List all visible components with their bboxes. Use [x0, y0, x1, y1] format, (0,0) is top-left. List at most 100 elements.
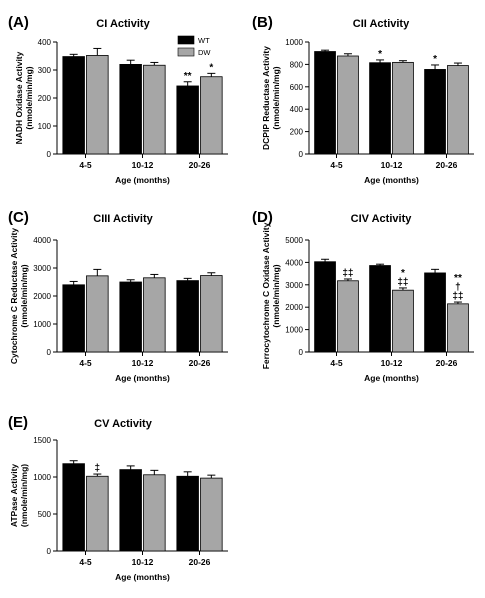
bar-wt: [119, 281, 142, 353]
bar-dw: [86, 55, 109, 155]
bar-dw: [392, 61, 414, 155]
legend-swatch-dw: [177, 47, 195, 57]
y-axis-label: (nmole/min/mg): [271, 66, 281, 129]
x-tick-label: 10-12: [381, 160, 403, 170]
y-tick-label: 1000: [285, 326, 303, 335]
chart-panel-5: (E) CV Activity 0 500 1000 1500 ATPase Activit…: [8, 414, 228, 582]
y-tick-label: 100: [38, 122, 52, 131]
x-tick-label: 20-26: [189, 160, 211, 170]
chart-title: CV Activity: [94, 418, 153, 430]
y-axis-label-group: ATPase Activity (nmole/min/mg): [9, 464, 29, 528]
chart-panel-1: (A) CI Activity 0 100 200 300 400 NADH Oxidase …: [8, 14, 228, 185]
y-tick-label: 1000: [33, 320, 51, 329]
y-tick-label: 4000: [285, 258, 303, 267]
chart-title: CIII Activity: [93, 213, 153, 225]
bar-wt: [176, 280, 199, 353]
panel-letter: (B): [252, 14, 273, 31]
bar-wt: [314, 51, 336, 155]
y-tick-label: 3000: [285, 281, 303, 290]
bar-wt: [369, 62, 391, 155]
bar-wt: [424, 69, 446, 155]
significance-marker: **: [184, 71, 192, 82]
y-tick-label: 300: [38, 66, 52, 75]
x-tick-label: 4-5: [79, 557, 92, 567]
y-axis-label-group: DCPIP Reductase Activity (nmole/min/mg): [261, 46, 281, 150]
y-axis-label: (nmole/min/mg): [19, 464, 29, 527]
bar-wt: [424, 272, 446, 353]
y-tick-label: 400: [38, 38, 52, 47]
bar-dw: [447, 65, 469, 155]
significance-marker: ‡‡: [452, 291, 463, 302]
x-tick-label: 20-26: [436, 160, 458, 170]
panel-letter: (E): [8, 414, 28, 431]
y-tick-label: 3000: [33, 264, 51, 273]
significance-marker: *: [209, 62, 213, 73]
y-axis-label: ATPase Activity: [9, 464, 19, 528]
bar-dw: [200, 477, 223, 552]
panel-letter: (D): [252, 209, 273, 226]
bar-dw: [143, 277, 166, 353]
bar-dw: [200, 76, 223, 155]
significance-marker: ‡: [95, 463, 101, 474]
bar-wt: [369, 265, 391, 353]
significance-marker: *: [401, 268, 405, 279]
legend-label: WT: [198, 36, 210, 45]
y-tick-label: 600: [290, 83, 304, 92]
chart-panel-3: (C) CIII Activity 0 1000 2000 3000 4000 Cytochr…: [8, 209, 228, 383]
y-axis-label: (nmole/min/mg): [24, 66, 34, 129]
significance-marker: *: [378, 49, 382, 60]
y-axis-label-group: NADH Oxidase Activity (nmole/min/mg): [14, 51, 34, 144]
y-axis-label-group: Cytochrome C Reductase Activity (nmole/mi…: [9, 228, 29, 364]
bar-wt: [119, 64, 142, 155]
significance-marker: ‡‡: [342, 268, 353, 279]
x-tick-label: 10-12: [132, 557, 154, 567]
bar-dw: [392, 289, 414, 353]
bar-wt: [62, 56, 85, 155]
y-tick-label: 0: [299, 150, 304, 159]
y-tick-label: 2000: [33, 292, 51, 301]
bar-dw: [86, 275, 109, 353]
chart-title: CIV Activity: [351, 213, 413, 225]
x-axis-label: Age (months): [115, 572, 170, 582]
x-tick-label: 20-26: [436, 358, 458, 368]
y-tick-label: 500: [38, 510, 52, 519]
y-tick-label: 1000: [285, 38, 303, 47]
y-axis-label: Cytochrome C Reductase Activity: [9, 228, 19, 364]
x-tick-label: 10-12: [132, 160, 154, 170]
y-tick-label: 4000: [33, 236, 51, 245]
x-axis-label: Age (months): [364, 175, 419, 185]
x-tick-label: 4-5: [79, 358, 92, 368]
bar-wt: [314, 261, 336, 353]
panel-letter: (A): [8, 14, 29, 31]
y-axis-label: Ferrocytochrome C Oxidase Activity: [261, 222, 271, 369]
y-axis-label: DCPIP Reductase Activity: [261, 46, 271, 150]
x-axis-label: Age (months): [115, 373, 170, 383]
bar-dw: [337, 55, 359, 155]
bar-wt: [62, 463, 85, 552]
bar-wt: [62, 284, 85, 353]
significance-marker: ‡‡: [397, 277, 408, 288]
y-tick-label: 5000: [285, 236, 303, 245]
y-tick-label: 0: [47, 547, 52, 556]
bar-dw: [337, 280, 359, 353]
legend: WT DW: [177, 35, 211, 57]
y-tick-label: 2000: [285, 303, 303, 312]
y-tick-label: 0: [299, 348, 304, 357]
bar-wt: [176, 85, 199, 155]
y-tick-label: 400: [290, 105, 304, 114]
y-axis-label: (nmole/min/mg): [19, 264, 29, 327]
significance-marker: †: [455, 282, 461, 293]
bar-dw: [143, 474, 166, 552]
legend-swatch-wt: [177, 35, 195, 45]
x-tick-label: 4-5: [330, 160, 343, 170]
significance-marker: **: [454, 273, 462, 284]
y-tick-label: 1000: [33, 473, 51, 482]
x-tick-label: 10-12: [132, 358, 154, 368]
bar-dw: [86, 475, 109, 552]
x-tick-label: 20-26: [189, 557, 211, 567]
y-axis-label: (nmole/min/mg): [271, 264, 281, 327]
chart-title: CII Activity: [353, 18, 410, 30]
y-tick-label: 0: [47, 348, 52, 357]
significance-marker: *: [433, 54, 437, 65]
